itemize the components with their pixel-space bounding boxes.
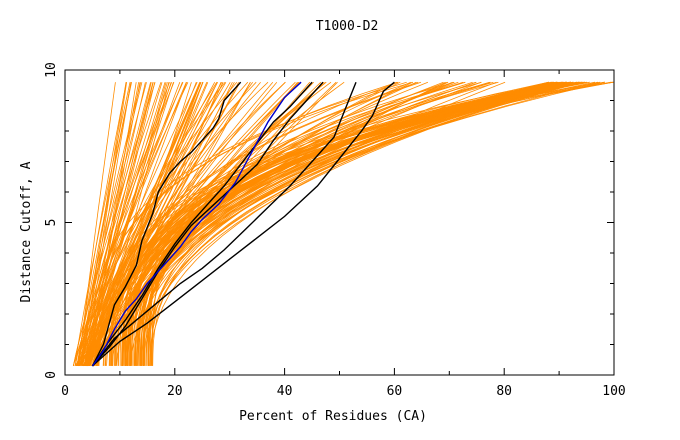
background-series-line bbox=[130, 81, 590, 366]
chart-title: T1000-D2 bbox=[316, 19, 379, 34]
background-series-line bbox=[98, 81, 414, 366]
y-tick-label: 0 bbox=[44, 371, 59, 379]
background-series-line bbox=[136, 81, 572, 366]
highlight-series-line bbox=[91, 81, 242, 367]
background-series-line bbox=[152, 81, 578, 366]
y-tick-label: 10 bbox=[44, 62, 59, 78]
x-tick-label: 100 bbox=[602, 384, 625, 399]
x-tick-label: 0 bbox=[61, 384, 69, 399]
background-series-line bbox=[80, 82, 132, 366]
x-axis-label: Percent of Residues (CA) bbox=[239, 409, 427, 424]
x-tick-label: 60 bbox=[387, 384, 403, 399]
highlight-series-line bbox=[92, 81, 395, 367]
background-series-line bbox=[76, 82, 189, 366]
background-series-line bbox=[145, 81, 557, 366]
background-series-line bbox=[149, 81, 555, 366]
background-series-line bbox=[129, 81, 614, 366]
highlight-series-line bbox=[91, 81, 313, 367]
x-tick-labels: 0 20 40 60 80 100 bbox=[61, 384, 626, 399]
background-series-line bbox=[135, 81, 614, 366]
background-series-line bbox=[74, 82, 131, 366]
background-series-line bbox=[81, 81, 249, 366]
background-series-line bbox=[98, 81, 491, 366]
background-series-line bbox=[87, 81, 238, 366]
background-series-line bbox=[92, 81, 407, 366]
background-series-line bbox=[142, 81, 562, 366]
x-tick-label: 20 bbox=[167, 384, 183, 399]
background-series-line bbox=[125, 81, 605, 366]
highlight-series-line bbox=[91, 81, 357, 367]
background-series-line bbox=[78, 82, 127, 366]
background-series-line bbox=[84, 82, 235, 367]
x-tick-label: 80 bbox=[496, 384, 512, 399]
background-series-line bbox=[131, 81, 482, 366]
background-series-line bbox=[109, 81, 570, 366]
x-tick-label: 40 bbox=[277, 384, 293, 399]
background-series-line bbox=[148, 81, 557, 366]
y-tick-label: 5 bbox=[44, 219, 59, 227]
highlight-series-line bbox=[91, 81, 324, 367]
background-series-line bbox=[76, 82, 175, 366]
background-series-line bbox=[115, 81, 399, 366]
background-series-line bbox=[123, 81, 605, 366]
background-series-line bbox=[79, 82, 146, 367]
reference-series-line bbox=[91, 81, 302, 367]
plot-lines bbox=[72, 81, 614, 367]
background-series-line bbox=[94, 81, 398, 366]
background-series-line bbox=[96, 81, 429, 366]
axis-ticks bbox=[64, 69, 615, 376]
background-series-line bbox=[89, 82, 223, 366]
y-axis-label: Distance Cutoff, A bbox=[19, 161, 34, 302]
y-tick-labels: 0 5 10 bbox=[44, 62, 59, 379]
background-series-line bbox=[148, 81, 552, 366]
